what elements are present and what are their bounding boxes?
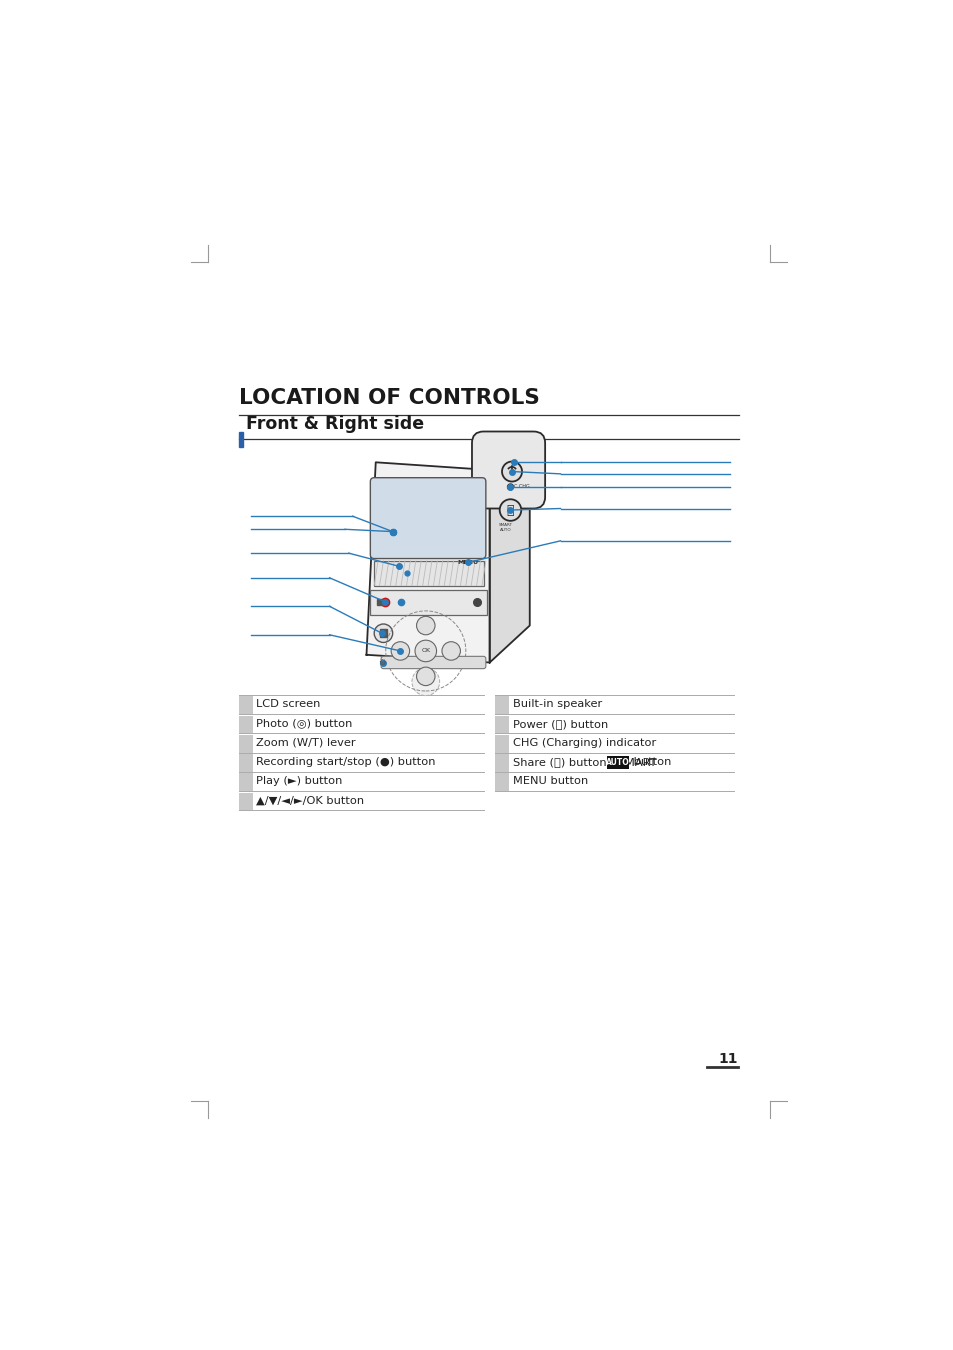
- Bar: [495, 697, 508, 714]
- FancyBboxPatch shape: [381, 656, 485, 668]
- Text: ⚙: ⚙: [377, 657, 385, 667]
- FancyBboxPatch shape: [370, 478, 485, 559]
- Bar: [238, 432, 242, 447]
- Text: Photo (◎) button: Photo (◎) button: [256, 718, 353, 729]
- Circle shape: [391, 641, 409, 660]
- Text: button: button: [630, 757, 671, 767]
- Text: C CHG: C CHG: [514, 485, 530, 490]
- Bar: [606, 756, 628, 768]
- Bar: [238, 697, 253, 714]
- FancyBboxPatch shape: [472, 432, 544, 509]
- Bar: [238, 774, 253, 791]
- Polygon shape: [366, 462, 489, 663]
- Text: Play (►) button: Play (►) button: [256, 776, 342, 787]
- Text: Front & Right side: Front & Right side: [246, 414, 424, 433]
- Circle shape: [441, 641, 460, 660]
- Text: Ⓢ: Ⓢ: [506, 504, 514, 517]
- Bar: [374, 560, 484, 586]
- Circle shape: [415, 640, 436, 662]
- Bar: [495, 774, 508, 791]
- Text: AUTO: AUTO: [605, 757, 629, 767]
- Text: Power (⏻) button: Power (⏻) button: [513, 718, 607, 729]
- Bar: [380, 629, 386, 637]
- Circle shape: [499, 500, 520, 521]
- Bar: [495, 755, 508, 772]
- Circle shape: [416, 617, 435, 634]
- Text: LCD screen: LCD screen: [256, 699, 320, 710]
- Bar: [369, 590, 487, 614]
- Bar: [238, 792, 253, 810]
- Bar: [238, 716, 253, 733]
- Bar: [495, 734, 508, 752]
- Circle shape: [501, 462, 521, 482]
- Text: SMART
AUTO: SMART AUTO: [498, 524, 513, 532]
- Circle shape: [416, 667, 435, 686]
- Text: OK: OK: [421, 648, 430, 653]
- Bar: [238, 734, 253, 752]
- Bar: [238, 755, 253, 772]
- Text: MENU: MENU: [457, 560, 478, 564]
- Text: Recording start/stop (●) button: Recording start/stop (●) button: [256, 757, 436, 767]
- Circle shape: [412, 668, 439, 695]
- Text: MENU button: MENU button: [513, 776, 587, 787]
- Text: Share (Ⓢ) button / SMART: Share (Ⓢ) button / SMART: [513, 757, 659, 767]
- Text: CHG (Charging) indicator: CHG (Charging) indicator: [513, 738, 656, 748]
- Text: Built-in speaker: Built-in speaker: [513, 699, 601, 710]
- Circle shape: [507, 483, 513, 490]
- Text: ▲/▼/◄/►/OK button: ▲/▼/◄/►/OK button: [256, 795, 364, 806]
- Polygon shape: [489, 443, 529, 663]
- Text: 11: 11: [718, 1052, 737, 1066]
- Bar: [495, 716, 508, 733]
- Text: Zoom (W/T) lever: Zoom (W/T) lever: [256, 738, 355, 748]
- Text: LOCATION OF CONTROLS: LOCATION OF CONTROLS: [238, 389, 539, 409]
- Circle shape: [374, 624, 393, 643]
